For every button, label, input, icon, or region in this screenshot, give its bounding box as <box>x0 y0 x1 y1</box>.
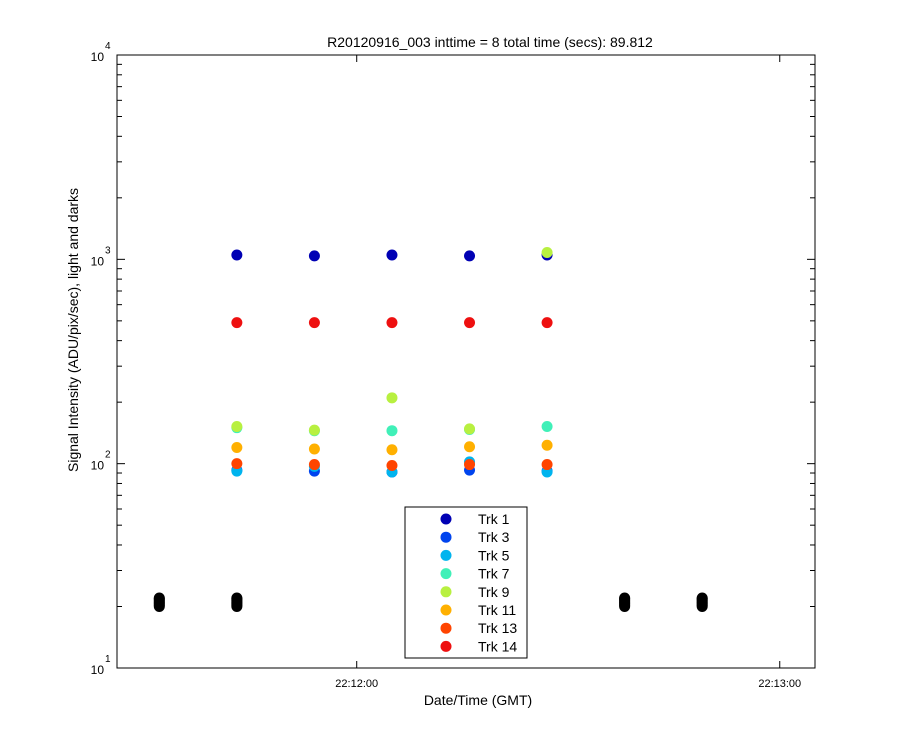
data-point <box>541 439 553 451</box>
data-point <box>541 317 553 329</box>
y-tick-label-exponent: 2 <box>105 450 111 461</box>
data-point <box>386 444 398 456</box>
legend-marker <box>440 622 452 634</box>
data-point <box>386 425 398 437</box>
data-point <box>541 459 553 471</box>
legend-label: Trk 3 <box>478 529 510 545</box>
data-point <box>308 424 320 436</box>
data-point <box>386 249 398 261</box>
legend-label: Trk 9 <box>478 584 510 600</box>
y-tick-label-base: 10 <box>91 459 105 473</box>
data-point <box>464 250 476 262</box>
legend-label: Trk 7 <box>478 566 510 582</box>
y-tick-label-base: 10 <box>91 663 105 677</box>
data-point <box>464 423 476 435</box>
data-point <box>308 250 320 262</box>
data-point <box>464 317 476 329</box>
legend-label: Trk 1 <box>478 511 510 527</box>
dark-point <box>619 592 631 604</box>
data-point <box>308 317 320 329</box>
legend-marker <box>440 549 452 561</box>
legend-label: Trk 13 <box>478 620 517 636</box>
data-point <box>541 247 553 259</box>
legend-marker <box>440 586 452 598</box>
data-point <box>464 441 476 453</box>
data-point <box>308 443 320 455</box>
data-point <box>231 249 243 261</box>
x-axis-label: Date/Time (GMT) <box>424 692 532 708</box>
x-tick-labels: 22:12:00 22:13:00 <box>335 678 801 690</box>
dark-point <box>696 592 708 604</box>
chart-title: R20120916_003 inttime = 8 total time (se… <box>327 34 653 50</box>
data-point <box>231 441 243 453</box>
x-tick-label: 22:12:00 <box>335 678 378 690</box>
legend-items: Trk 1 Trk 3 Trk 5 Trk 7 Trk 9 Trk 11 Trk 13 Trk… <box>440 511 517 654</box>
axis-ticks <box>117 55 815 669</box>
legend-marker <box>440 531 452 543</box>
data-point <box>386 392 398 404</box>
data-point <box>541 421 553 433</box>
legend-box <box>404 506 528 659</box>
data-point <box>231 458 243 470</box>
legend-marker <box>440 568 452 580</box>
dark-point <box>153 592 165 604</box>
y-axis-label: Signal Intensity (ADU/pix/sec), light an… <box>65 188 81 472</box>
x-tick-label: 22:13:00 <box>758 678 801 690</box>
data-point <box>386 317 398 329</box>
y-tick-label-exponent: 3 <box>105 245 111 256</box>
data-point <box>386 459 398 471</box>
legend: Trk 1 Trk 3 Trk 5 Trk 7 Trk 9 Trk 11 Trk 13 Trk… <box>404 506 528 659</box>
y-tick-label-base: 10 <box>91 50 105 64</box>
data-point <box>464 459 476 471</box>
legend-marker <box>440 604 452 616</box>
legend-label: Trk 11 <box>478 602 516 618</box>
legend-label: Trk 5 <box>478 547 510 563</box>
legend-marker <box>440 513 452 525</box>
dark-point <box>231 592 243 604</box>
data-point <box>231 421 243 433</box>
data-points <box>153 247 708 612</box>
data-point <box>308 459 320 471</box>
y-tick-label-base: 10 <box>91 254 105 268</box>
data-point <box>231 317 243 329</box>
legend-label: Trk 14 <box>478 638 517 654</box>
legend-marker <box>440 640 452 652</box>
y-tick-label-exponent: 4 <box>105 41 111 52</box>
y-tick-label-exponent: 1 <box>105 654 111 665</box>
